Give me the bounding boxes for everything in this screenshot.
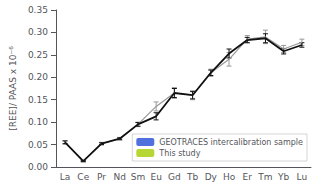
svg-text:La: La — [60, 172, 71, 182]
svg-text:0.00: 0.00 — [28, 162, 48, 172]
svg-text:0.20: 0.20 — [28, 72, 48, 82]
svg-text:0.35: 0.35 — [28, 5, 48, 15]
svg-text:Ce: Ce — [77, 172, 89, 182]
svg-text:Gd: Gd — [168, 172, 181, 182]
svg-text:0.10: 0.10 — [28, 117, 48, 127]
svg-text:Yb: Yb — [277, 172, 289, 182]
svg-text:0.30: 0.30 — [28, 27, 48, 37]
svg-text:Er: Er — [243, 172, 253, 182]
svg-text:GEOTRACES intercalibration sam: GEOTRACES intercalibration sample — [159, 138, 303, 147]
svg-text:Sm: Sm — [131, 172, 145, 182]
svg-text:0.25: 0.25 — [28, 50, 48, 60]
svg-text:Dy: Dy — [205, 172, 218, 182]
svg-text:0.15: 0.15 — [28, 95, 48, 105]
svg-text:Pr: Pr — [97, 172, 106, 182]
svg-text:Tm: Tm — [257, 172, 272, 182]
svg-text:[REE]/ PAAS x 10⁻⁶: [REE]/ PAAS x 10⁻⁶ — [8, 46, 18, 131]
svg-text:Ho: Ho — [223, 172, 236, 182]
svg-text:0.05: 0.05 — [28, 140, 48, 150]
svg-text:Eu: Eu — [150, 172, 161, 182]
svg-text:Nd: Nd — [113, 172, 125, 182]
svg-text:Tb: Tb — [186, 172, 198, 182]
svg-text:Lu: Lu — [297, 172, 308, 182]
svg-text:This study: This study — [158, 149, 200, 158]
